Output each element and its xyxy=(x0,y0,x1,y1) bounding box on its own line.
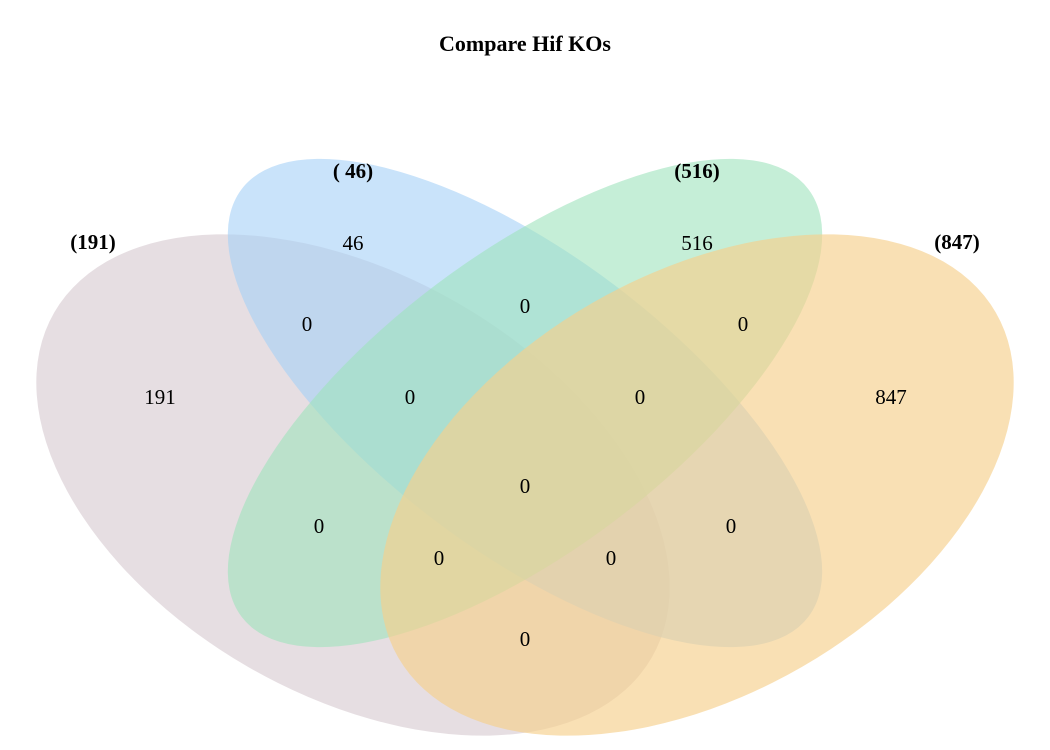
region-count-ab: 0 xyxy=(302,312,313,336)
chart-title: Compare Hif KOs xyxy=(439,31,611,56)
set-d-ellipse xyxy=(380,234,1014,736)
region-count-cd: 0 xyxy=(738,312,749,336)
set-a-label: (191) xyxy=(70,230,116,254)
region-count-a: 191 xyxy=(144,385,176,409)
region-count-bc: 0 xyxy=(520,294,531,318)
region-count-ad: 0 xyxy=(520,627,531,651)
region-count-b: 46 xyxy=(343,231,364,255)
ellipse-layer xyxy=(36,158,1014,736)
region-counts: 191 46 516 847 0 0 0 0 0 0 0 0 0 0 0 xyxy=(144,231,907,651)
region-count-ac: 0 xyxy=(314,514,325,538)
region-count-bcd: 0 xyxy=(635,385,646,409)
set-c-label: (516) xyxy=(674,159,720,183)
region-count-bd: 0 xyxy=(726,514,737,538)
region-count-abc: 0 xyxy=(405,385,416,409)
set-b-label: ( 46) xyxy=(333,159,373,183)
set-labels: (191) ( 46) (516) (847) xyxy=(70,159,980,254)
region-count-d: 847 xyxy=(875,385,907,409)
region-count-abcd: 0 xyxy=(520,474,531,498)
region-count-abd: 0 xyxy=(606,546,617,570)
region-count-c: 516 xyxy=(681,231,713,255)
region-count-acd: 0 xyxy=(434,546,445,570)
set-d-label: (847) xyxy=(934,230,980,254)
